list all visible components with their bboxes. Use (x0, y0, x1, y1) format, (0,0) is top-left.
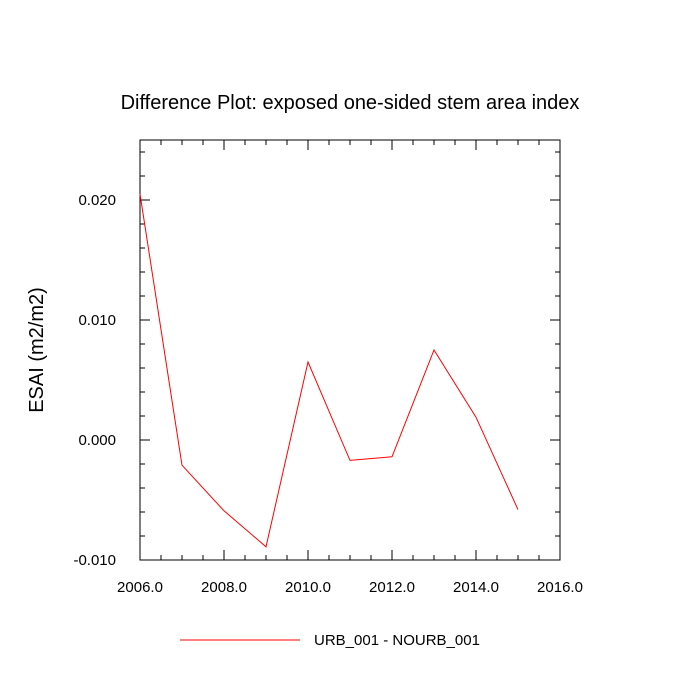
x-tick-label: 2006.0 (117, 579, 163, 596)
plot-area: 2006.0 2008.0 2010.0 2012.0 2014.0 2016.0 -0.0… (73, 139, 583, 596)
y-tick-label: -0.010 (73, 552, 116, 569)
x-tick-label: 2010.0 (285, 579, 331, 596)
x-tick-label: 2008.0 (201, 579, 247, 596)
legend: URB_001 - NOURB_001 (180, 632, 480, 649)
y-tick-label: 0.010 (78, 312, 116, 329)
x-tick-label: 2014.0 (453, 579, 499, 596)
plot-frame (139, 139, 561, 561)
series-line (139, 193, 519, 548)
y-tick-label: 0.000 (78, 432, 116, 449)
x-tick-label: 2012.0 (369, 579, 415, 596)
legend-label: URB_001 - NOURB_001 (314, 632, 480, 649)
y-tick-label: 0.020 (78, 192, 116, 209)
y-axis-label-group: ESAI (m2/m2) (26, 287, 48, 413)
y-axis-label: ESAI (m2/m2) (26, 287, 48, 413)
chart-title: Difference Plot: exposed one-sided stem … (121, 92, 580, 114)
x-tick-label: 2016.0 (537, 579, 583, 596)
